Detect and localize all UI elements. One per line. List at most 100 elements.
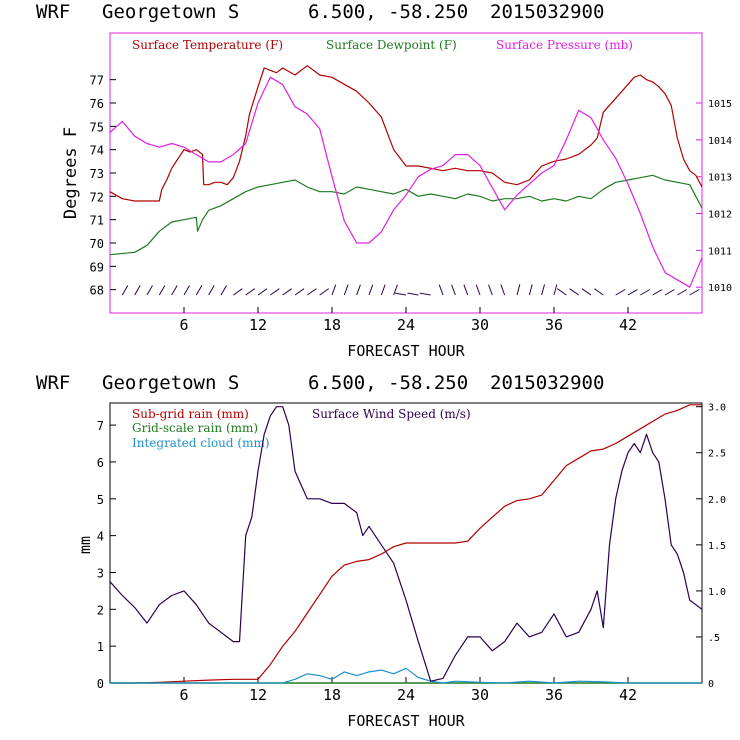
- wind-barb: [183, 285, 190, 296]
- top-header-station: Georgetown S: [102, 1, 239, 23]
- wind-barb: [270, 288, 280, 296]
- top-axis-ticks: 6 12 18 24 30 36 42 68 69 70 71 72 73 74 75 76 77 1010 101…: [90, 74, 733, 334]
- dewpoint-line: [109, 174, 703, 256]
- y2-tick-label: .5: [708, 633, 720, 644]
- top-series: [109, 65, 703, 288]
- y-tick-label: 76: [90, 97, 104, 111]
- top-header-coords: 6.500, -58.250: [308, 1, 468, 23]
- y-tick-label: 74: [90, 144, 104, 158]
- y-tick-label: 69: [90, 260, 104, 274]
- wind-barb: [553, 284, 558, 296]
- wind-barb: [594, 288, 604, 296]
- bottom-header-coords: 6.500, -58.250: [308, 372, 468, 394]
- legend-wind-speed: Surface Wind Speed (m/s): [312, 407, 471, 421]
- wind-barb: [395, 292, 407, 296]
- y2-tick-label: 1014: [708, 136, 732, 147]
- y2-tick-label: 3.0: [708, 403, 726, 414]
- wind-barb: [528, 284, 533, 296]
- y-tick-label: 0: [97, 677, 104, 691]
- x-tick-label: 18: [323, 686, 341, 704]
- y2-tick-label: 1012: [708, 210, 732, 221]
- wind-barb: [581, 288, 592, 296]
- y-tick-label: 3: [97, 566, 104, 580]
- bottom-header-run: 2015032900: [490, 372, 604, 394]
- bottom-series: [109, 404, 703, 684]
- wind-barb: [121, 285, 129, 296]
- wind-barb: [627, 289, 638, 296]
- y2-tick-label: 1011: [708, 246, 732, 257]
- y-tick-label: 1: [97, 640, 104, 654]
- bottom-header-model: WRF: [36, 372, 70, 394]
- x-tick-label: 30: [471, 316, 489, 334]
- wind-barb: [380, 284, 386, 296]
- wind-barb: [615, 289, 626, 296]
- legend-pressure: Surface Pressure (mb): [496, 38, 633, 52]
- wind-barb: [134, 285, 141, 296]
- y-tick-label: 6: [97, 456, 104, 470]
- wind-barb: [640, 289, 651, 296]
- wind-barb: [171, 285, 178, 296]
- wind-barb: [257, 288, 268, 296]
- y-tick-label: 75: [90, 120, 104, 134]
- x-tick-label: 36: [545, 316, 563, 334]
- x-tick-label: 36: [545, 686, 563, 704]
- legend-dewpoint: Surface Dewpoint (F): [326, 38, 457, 52]
- wind-barb: [158, 285, 166, 296]
- bottom-y-axis-label: mm: [76, 536, 94, 554]
- wind-barb: [356, 284, 361, 296]
- temperature-line: [109, 65, 703, 202]
- y-tick-label: 7: [97, 419, 104, 433]
- y2-tick-label: 1010: [708, 283, 732, 294]
- y-tick-label: 5: [97, 493, 104, 507]
- x-tick-label: 12: [249, 686, 267, 704]
- wind-barb: [368, 284, 374, 296]
- x-tick-label: 30: [471, 686, 489, 704]
- y-tick-label: 70: [90, 237, 104, 251]
- wind-barb: [146, 285, 153, 296]
- x-tick-label: 42: [619, 686, 637, 704]
- top-y-axis-label: Degrees F: [61, 127, 81, 219]
- y-tick-label: 73: [90, 167, 104, 181]
- x-tick-label: 12: [249, 316, 267, 334]
- x-tick-label: 6: [179, 686, 188, 704]
- wind-barb: [307, 288, 317, 296]
- bottom-header-station: Georgetown S: [102, 372, 239, 394]
- wind-barb: [407, 292, 419, 296]
- wind-barb: [319, 288, 329, 296]
- wind-barb: [488, 284, 493, 296]
- wind-barb: [233, 288, 243, 296]
- y2-tick-label: 1013: [708, 173, 732, 184]
- wind-barb: [419, 292, 431, 296]
- x-tick-label: 6: [179, 316, 188, 334]
- y-tick-label: 72: [90, 190, 104, 204]
- legend-gridscale-rain: Grid-scale rain (mm): [132, 421, 258, 435]
- wind-barb: [500, 284, 506, 296]
- wind-barb: [652, 289, 663, 296]
- top-header-run: 2015032900: [490, 1, 604, 23]
- pressure-line: [109, 76, 703, 288]
- wind-barb: [331, 284, 337, 296]
- y2-tick-label: 2.5: [708, 449, 726, 460]
- wind-barb: [516, 284, 521, 296]
- y2-tick-label: 1015: [708, 99, 732, 110]
- subgrid-rain-line: [110, 404, 702, 684]
- top-plot-frame: [109, 32, 703, 314]
- wind-barb: [282, 288, 292, 296]
- wind-barb: [463, 284, 469, 296]
- y2-tick-label: 1.0: [708, 587, 726, 598]
- wind-barb: [208, 285, 215, 296]
- y-tick-label: 2: [97, 603, 104, 617]
- y2-tick-label: 1.5: [708, 541, 726, 552]
- wind-barb: [294, 288, 305, 296]
- wind-barbs: [121, 284, 700, 296]
- y2-tick-label: 2.0: [708, 495, 726, 506]
- wind-barb: [245, 288, 255, 296]
- wind-barb: [677, 289, 688, 296]
- wind-barb: [343, 284, 349, 296]
- wind-barb: [393, 284, 398, 296]
- wind-barb: [220, 285, 227, 296]
- legend-integrated-cloud: Integrated cloud (mm): [132, 436, 270, 450]
- wind-barb: [541, 284, 545, 296]
